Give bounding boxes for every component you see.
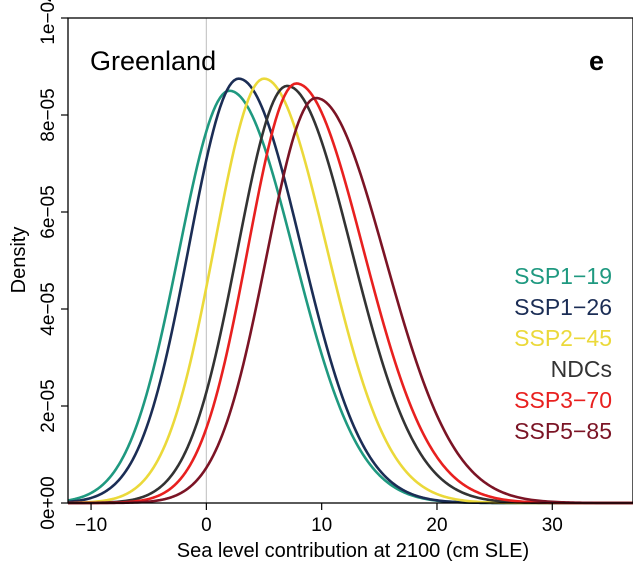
y-tick-label: 6e−05 xyxy=(38,185,59,238)
y-axis-label: Density xyxy=(8,227,30,294)
y-tick-label: 4e−05 xyxy=(38,282,59,335)
panel-title: Greenland xyxy=(90,46,216,76)
x-tick-label: 0 xyxy=(201,515,212,536)
y-axis: 0e+00 2e−05 4e−05 6e−05 8e−05 1e−04 xyxy=(38,0,68,530)
legend-entry: SSP1−19 xyxy=(514,263,612,289)
legend: SSP1−19 SSP1−26 SSP2−45 NDCs SSP3−70 SSP5−85 xyxy=(514,263,612,444)
x-tick-label: −10 xyxy=(75,515,107,536)
legend-entry: SSP1−26 xyxy=(514,294,612,320)
y-tick-label: 2e−05 xyxy=(38,379,59,432)
y-tick-label: 0e+00 xyxy=(38,476,59,529)
x-tick-label: 20 xyxy=(426,515,447,536)
x-tick-label: 30 xyxy=(542,515,563,536)
y-tick-label: 1e−04 xyxy=(38,0,59,45)
x-tick-label: 10 xyxy=(311,515,332,536)
legend-entry: SSP3−70 xyxy=(514,387,612,413)
x-axis-label: Sea level contribution at 2100 (cm SLE) xyxy=(177,540,529,562)
legend-entry: NDCs xyxy=(551,356,612,382)
x-axis: −10 0 10 20 30 xyxy=(75,503,563,536)
plot-frame xyxy=(67,17,633,504)
series-line-6 xyxy=(68,96,633,505)
legend-entry: SSP5−85 xyxy=(514,418,612,444)
panel-letter: e xyxy=(589,46,604,76)
y-tick-label: 8e−05 xyxy=(38,88,59,141)
legend-entry: SSP2−45 xyxy=(514,325,612,351)
